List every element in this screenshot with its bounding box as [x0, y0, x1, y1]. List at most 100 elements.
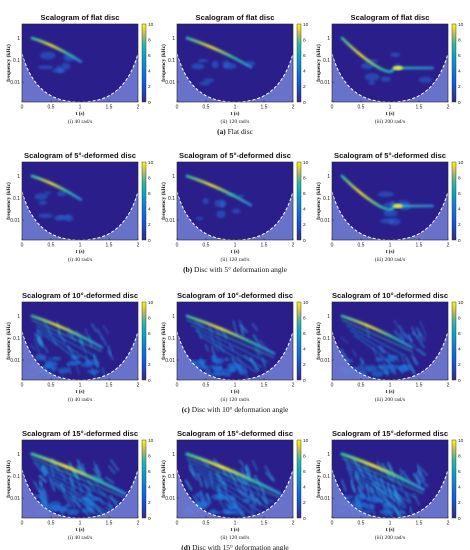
ridge-line	[340, 174, 434, 211]
energy-streak	[399, 330, 406, 344]
cone-of-influence-shade	[177, 53, 293, 102]
colorbar-tick-label: 2	[303, 84, 306, 90]
cone-of-influence-boundary	[22, 53, 138, 102]
cone-of-influence-boundary	[22, 191, 138, 240]
energy-streak	[204, 343, 210, 352]
panel-title: Scalogram of flat disc	[41, 13, 120, 22]
sub-ridge	[349, 467, 412, 504]
low-frequency-blob	[50, 365, 58, 371]
low-energy-blob	[197, 58, 209, 63]
x-tick-label: 0	[331, 521, 334, 527]
energy-streak	[404, 356, 416, 374]
colorbar	[451, 439, 457, 519]
caption-text: Disc with 5° deformation angle	[192, 265, 287, 274]
colorbar-tick-label: 8	[303, 453, 306, 459]
energy-streak	[419, 466, 429, 476]
sub-ridge	[345, 324, 406, 357]
scalogram-panel: Scalogram of 5°-deformed disc 1 0.1 0.01fre…	[315, 151, 464, 263]
energy-streak	[222, 480, 228, 489]
x-tick-label: 0.5	[48, 521, 55, 527]
cone-of-influence-shade	[332, 469, 448, 518]
sub-ridge	[361, 482, 394, 518]
panel-sublabel: (ii) 120 rad/s	[221, 256, 250, 263]
y-tick-label: 0.01	[165, 496, 175, 502]
x-tick-label: 1	[234, 383, 237, 389]
y-tick-label: 0.1	[13, 196, 20, 202]
x-tick-label: 0	[331, 243, 334, 249]
energy-streak	[218, 498, 227, 511]
energy-streak	[251, 322, 259, 332]
energy-streak	[249, 357, 259, 372]
caption-letter: (a)	[217, 127, 226, 136]
x-axis-label: t (s)	[76, 110, 85, 117]
colorbar-tick-label: 6	[458, 331, 461, 337]
colorbar-tick-label: 0	[303, 238, 306, 244]
panel-title: Scalogram of 10°-deformed disc	[177, 291, 293, 300]
energy-streak	[410, 355, 420, 365]
colorbar-tick-label: 10	[148, 22, 154, 28]
x-tick-label: 0.5	[48, 383, 55, 389]
x-tick-label: 1.5	[416, 243, 423, 249]
cone-of-influence-boundary	[332, 53, 448, 102]
colorbar	[296, 439, 302, 519]
colorbar-tick-label: 4	[458, 69, 461, 75]
energy-streak	[410, 326, 417, 335]
sub-ridge	[190, 324, 269, 364]
colorbar-tick-label: 2	[148, 362, 151, 368]
energy-streak	[221, 466, 231, 481]
energy-streak	[33, 480, 43, 496]
ridge-line	[185, 452, 282, 496]
energy-streak	[352, 349, 357, 357]
x-tick-label: 1.5	[261, 243, 268, 249]
y-axis-label: frequency (kHz)	[315, 460, 322, 498]
ridge-line	[340, 452, 425, 491]
low-energy-blob	[231, 208, 241, 214]
colorbar-tick-label: 10	[148, 160, 154, 166]
sub-ridge	[353, 334, 395, 367]
energy-streak	[187, 459, 198, 477]
y-axis-label: frequency (kHz)	[5, 182, 12, 220]
energy-streak	[90, 322, 98, 333]
y-axis-label: frequency (kHz)	[5, 322, 12, 360]
colorbar-tick-label: 2	[148, 84, 151, 90]
scalogram-panel: Scalogram of 10°-deformed disc 1 0.1 0.01fr…	[160, 291, 309, 403]
low-energy-blob	[37, 65, 54, 70]
low-energy-blob	[383, 209, 398, 217]
energy-streak	[261, 496, 270, 506]
x-tick-label: 2	[292, 243, 295, 249]
colorbar-tick-label: 0	[148, 378, 151, 384]
energy-streak	[38, 336, 44, 347]
sub-ridge	[43, 472, 108, 514]
x-tick-label: 0	[21, 521, 24, 527]
scalogram-panel: Scalogram of flat disc 1 0.1 0.01frequency …	[160, 13, 309, 125]
x-tick-label: 0.5	[203, 383, 210, 389]
sub-ridge	[345, 462, 418, 499]
sub-ridge	[39, 467, 114, 509]
energy-streak	[255, 497, 262, 506]
panel-title: Scalogram of 15°-deformed disc	[332, 429, 448, 438]
cone-of-influence-boundary	[22, 331, 138, 380]
cone-of-influence-boundary	[332, 331, 448, 380]
panel-sublabel: (ii) 120 rad/s	[221, 118, 250, 125]
energy-streak	[101, 336, 108, 347]
y-tick-label: 0.01	[10, 358, 20, 364]
scalogram-panel: Scalogram of 5°-deformed disc 1 0.1 0.01fre…	[160, 151, 309, 263]
energy-streak	[340, 336, 349, 344]
low-frequency-blob	[377, 364, 391, 370]
colorbar	[141, 301, 147, 381]
x-tick-label: 1	[79, 383, 82, 389]
y-tick-label: 1	[17, 36, 20, 42]
x-axis-label: t (s)	[76, 388, 85, 395]
energy-streak	[238, 319, 245, 333]
panel-sublabel: (iii) 200 rad/s	[375, 396, 405, 403]
colorbar-tick-label: 6	[303, 331, 306, 337]
ridge-line	[340, 314, 413, 349]
plot-content	[177, 36, 293, 102]
x-tick-label: 1	[389, 243, 392, 249]
plot-content	[177, 314, 293, 380]
x-tick-label: 0.5	[48, 105, 55, 111]
x-tick-label: 1	[79, 243, 82, 249]
y-tick-label: 0.1	[323, 474, 330, 480]
sub-ridge	[198, 472, 263, 514]
energy-streak	[417, 331, 427, 342]
